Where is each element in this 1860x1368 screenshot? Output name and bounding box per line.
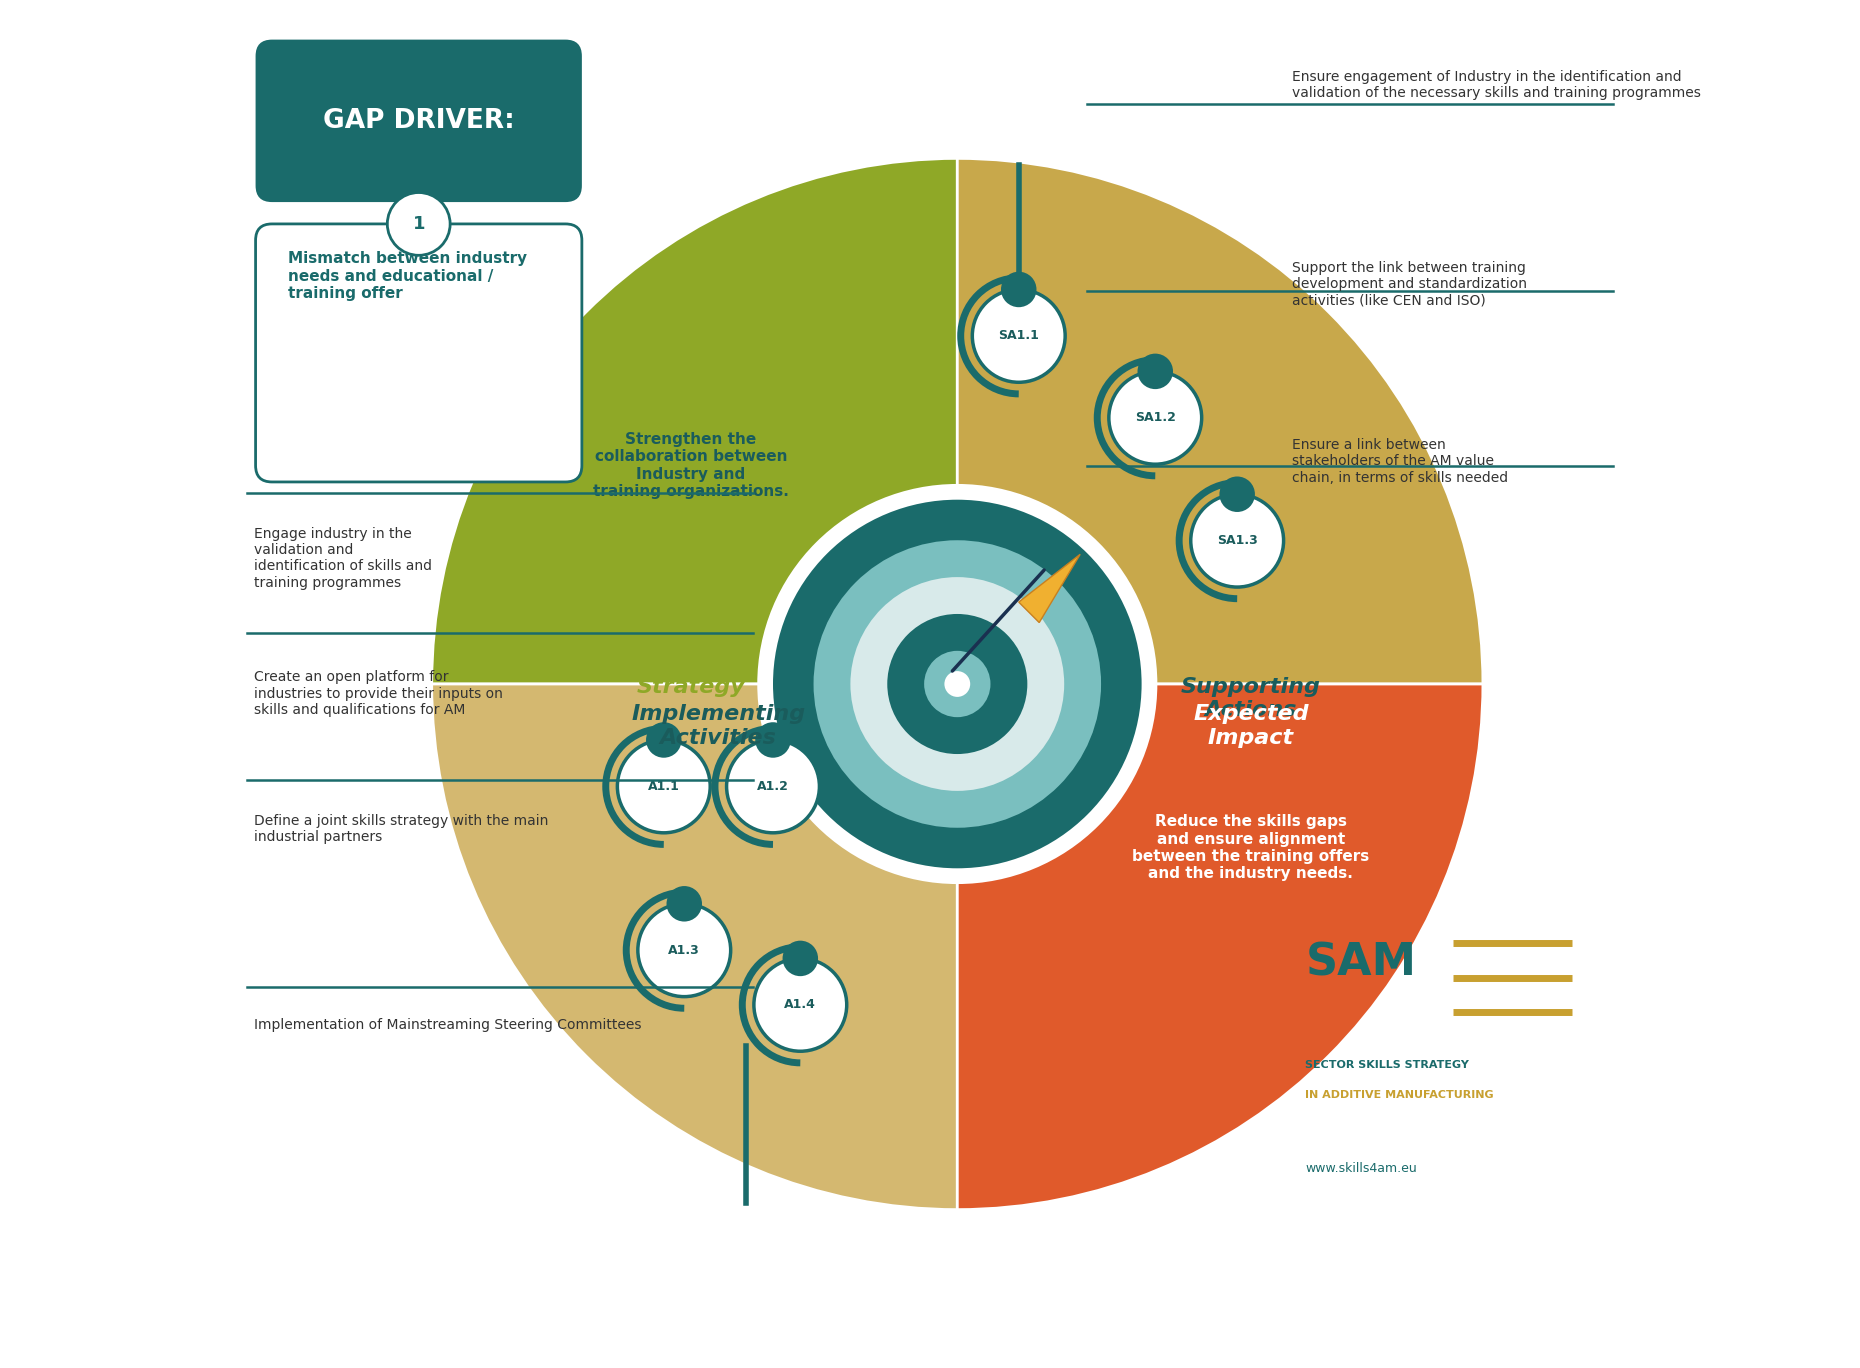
Text: A1.3: A1.3 [668, 944, 699, 956]
Text: IN ADDITIVE MANUFACTURING: IN ADDITIVE MANUFACTURING [1306, 1090, 1494, 1100]
Circle shape [813, 540, 1101, 828]
Text: SA1.1: SA1.1 [999, 330, 1040, 342]
Circle shape [755, 722, 790, 758]
FancyBboxPatch shape [255, 40, 582, 202]
Text: SECTOR SKILLS STRATEGY: SECTOR SKILLS STRATEGY [1306, 1060, 1469, 1070]
Circle shape [1138, 353, 1174, 389]
Text: SA1.3: SA1.3 [1216, 534, 1257, 547]
Circle shape [924, 651, 991, 717]
Text: 1: 1 [413, 215, 424, 233]
Text: GAP DRIVER:: GAP DRIVER: [324, 108, 515, 134]
Circle shape [1220, 476, 1256, 512]
Text: Ensure a link between
stakeholders of the AM value
chain, in terms of skills nee: Ensure a link between stakeholders of th… [1293, 438, 1508, 484]
Text: A1.4: A1.4 [785, 999, 817, 1011]
Polygon shape [1019, 554, 1081, 622]
FancyBboxPatch shape [255, 224, 582, 482]
Circle shape [887, 614, 1027, 754]
Circle shape [753, 959, 846, 1051]
Text: Support the link between training
development and standardization
activities (li: Support the link between training develo… [1293, 261, 1527, 308]
Text: A1.2: A1.2 [757, 780, 789, 793]
Circle shape [945, 672, 971, 696]
Wedge shape [432, 159, 958, 684]
Wedge shape [958, 684, 1482, 1209]
Circle shape [774, 499, 1142, 869]
Text: Mismatch between industry
needs and educational /
training offer: Mismatch between industry needs and educ… [288, 252, 528, 301]
Circle shape [850, 577, 1064, 791]
Text: Ensure engagement of Industry in the identification and
validation of the necess: Ensure engagement of Industry in the ide… [1293, 70, 1700, 100]
Circle shape [645, 722, 681, 758]
Text: Implementing
Activities: Implementing Activities [631, 705, 805, 748]
Circle shape [666, 886, 701, 922]
Circle shape [973, 290, 1066, 382]
Circle shape [618, 740, 711, 833]
Text: Expected
Impact: Expected Impact [1192, 705, 1309, 748]
Text: Define a joint skills strategy with the main
industrial partners: Define a joint skills strategy with the … [255, 814, 549, 844]
Circle shape [783, 941, 818, 977]
Circle shape [759, 486, 1155, 882]
Text: SA1.2: SA1.2 [1135, 412, 1176, 424]
Text: Strategy: Strategy [636, 677, 746, 698]
Circle shape [1001, 272, 1036, 308]
Circle shape [1190, 494, 1283, 587]
Circle shape [1109, 371, 1202, 464]
Text: Supporting
Actions: Supporting Actions [1181, 677, 1321, 721]
Wedge shape [432, 684, 958, 1209]
Text: Engage industry in the
validation and
identification of skills and
training prog: Engage industry in the validation and id… [255, 527, 432, 590]
Text: Strengthen the
collaboration between
Industry and
training organizations.: Strengthen the collaboration between Ind… [593, 432, 789, 499]
Text: www.skills4am.eu: www.skills4am.eu [1306, 1163, 1417, 1175]
Circle shape [638, 904, 731, 997]
Text: Reduce the skills gaps
and ensure alignment
between the training offers
and the : Reduce the skills gaps and ensure alignm… [1133, 814, 1369, 881]
Circle shape [727, 740, 820, 833]
Text: Create an open platform for
industries to provide their inputs on
skills and qua: Create an open platform for industries t… [255, 670, 502, 717]
Circle shape [387, 193, 450, 256]
Text: Implementation of Mainstreaming Steering Committees: Implementation of Mainstreaming Steering… [255, 1019, 642, 1033]
Wedge shape [958, 159, 1482, 684]
Text: A1.1: A1.1 [647, 780, 679, 793]
Text: SAM: SAM [1306, 941, 1417, 985]
